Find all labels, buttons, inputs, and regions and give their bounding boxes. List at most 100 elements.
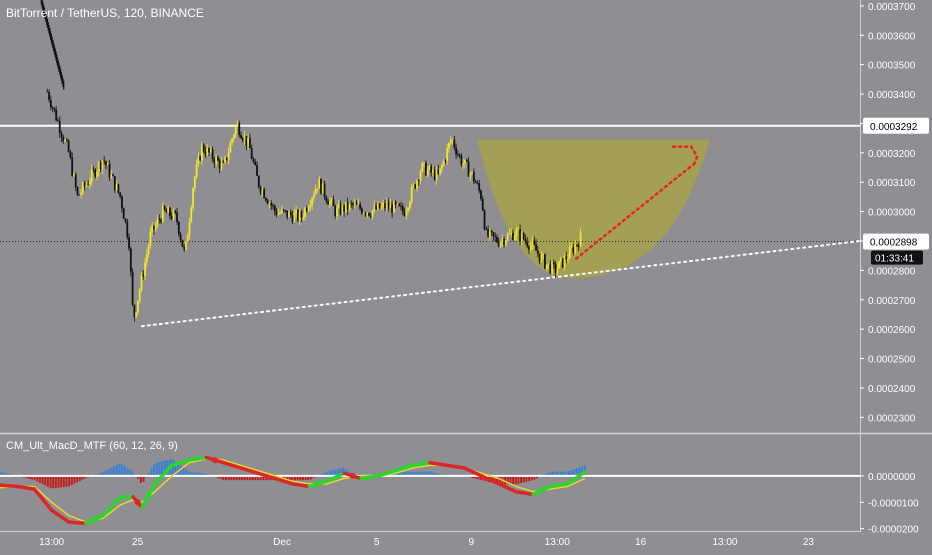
candle-body	[476, 182, 479, 184]
macd-histogram-bar	[509, 475, 512, 485]
macd-histogram-bar	[126, 467, 129, 476]
projection-arrow[interactable]	[574, 163, 695, 260]
candle-body	[65, 139, 68, 141]
indicator-title: CM_Ult_MacD_MTF (60, 12, 26, 9)	[6, 440, 178, 452]
candle-body	[430, 166, 433, 173]
macd-histogram-bar	[506, 475, 509, 485]
candle-body	[435, 169, 438, 180]
macd-histogram-bar	[227, 475, 230, 481]
candle-body	[524, 239, 527, 242]
macd-histogram-bar	[185, 469, 188, 476]
macd-histogram-bar	[121, 464, 124, 476]
candle-body	[318, 179, 321, 189]
macd-histogram-bar	[171, 459, 174, 476]
macd-cross-dot	[538, 487, 545, 494]
candle-body	[201, 144, 203, 161]
price-axis-label: 0.0003000	[868, 208, 916, 219]
candle-body	[437, 169, 440, 174]
macd-histogram-bar	[567, 471, 570, 476]
macd-histogram-bar	[179, 465, 182, 476]
candle-body	[51, 107, 54, 109]
price-axis-label: 0.0002300	[868, 413, 916, 424]
candle-body	[137, 300, 139, 313]
candle-body	[490, 230, 493, 233]
candle-body	[371, 210, 374, 217]
macd-histogram-bar	[559, 471, 562, 476]
macd-histogram-bar	[400, 471, 403, 476]
candle-body	[81, 182, 84, 193]
candle-body	[341, 205, 344, 215]
macd-histogram-bar	[68, 475, 71, 487]
candle-body	[64, 139, 66, 142]
candle-body	[99, 162, 102, 170]
candle-body	[300, 211, 303, 218]
candle-body	[313, 194, 315, 198]
macd-signal-line	[0, 457, 586, 523]
candle-body	[416, 180, 418, 189]
candle-body	[129, 248, 132, 272]
candle-body	[556, 268, 559, 273]
macd-histogram-bar	[403, 471, 406, 476]
candle-body	[531, 240, 534, 246]
candle-body	[177, 221, 180, 235]
candle-body	[268, 202, 271, 204]
candle-body	[442, 160, 445, 166]
macd-line-segment	[0, 483, 19, 489]
candle-body	[298, 211, 301, 221]
price-axis-label: 0.0003500	[868, 61, 916, 72]
macd-line-segment	[239, 466, 260, 476]
candle-body	[286, 210, 289, 218]
macd-histogram-bar	[294, 475, 297, 481]
macd-histogram-bar	[62, 475, 65, 488]
candle-body	[339, 204, 342, 215]
candle-body	[362, 212, 365, 214]
time-axis-label: 25	[132, 537, 144, 548]
support-trendline[interactable]	[140, 239, 861, 328]
candle-body	[277, 212, 280, 216]
candle-body	[188, 221, 191, 236]
resistance-price-tag	[863, 117, 929, 134]
candle-body	[83, 182, 86, 187]
candle-body	[387, 202, 390, 208]
candle-body	[515, 229, 518, 237]
macd-histogram-bar	[288, 475, 291, 481]
candle-body	[131, 271, 134, 305]
candle-body	[499, 242, 502, 247]
candle-body	[376, 203, 379, 210]
cup-pattern-area	[477, 139, 710, 279]
candle-body	[567, 258, 569, 260]
candle-body	[419, 171, 422, 181]
macd-histogram-bar	[60, 475, 63, 488]
candle-body	[257, 175, 260, 187]
candle-body	[149, 231, 152, 246]
candle-body	[506, 234, 509, 241]
price-axis-label: 0.0002600	[868, 325, 916, 336]
macd-histogram-bar	[142, 475, 145, 482]
projection-arrowhead	[671, 145, 699, 168]
candle-body	[295, 210, 298, 214]
macd-histogram-bar	[474, 475, 477, 479]
macd-histogram-bar	[493, 475, 496, 484]
macd-histogram-bar	[25, 475, 28, 479]
candle-body	[360, 208, 363, 214]
candle-body	[179, 234, 182, 240]
macd-histogram-bar	[341, 467, 344, 476]
candle-body	[181, 239, 184, 247]
candle-body	[218, 160, 221, 169]
candle-body	[197, 156, 200, 165]
candle-body	[62, 137, 65, 142]
candle-body	[121, 196, 123, 209]
candle-body	[385, 202, 388, 209]
macd-histogram-bar	[328, 470, 331, 476]
candle-body	[449, 140, 452, 144]
macd-histogram-bar	[299, 475, 302, 481]
candle-body	[336, 207, 338, 217]
candle-body	[408, 202, 411, 209]
candle-body	[76, 187, 79, 195]
price-axis-label: 0.0002700	[868, 296, 916, 307]
candle-body	[97, 162, 100, 172]
time-axis-label: Dec	[273, 537, 291, 548]
candle-body	[240, 135, 242, 139]
candle-body	[183, 246, 186, 250]
